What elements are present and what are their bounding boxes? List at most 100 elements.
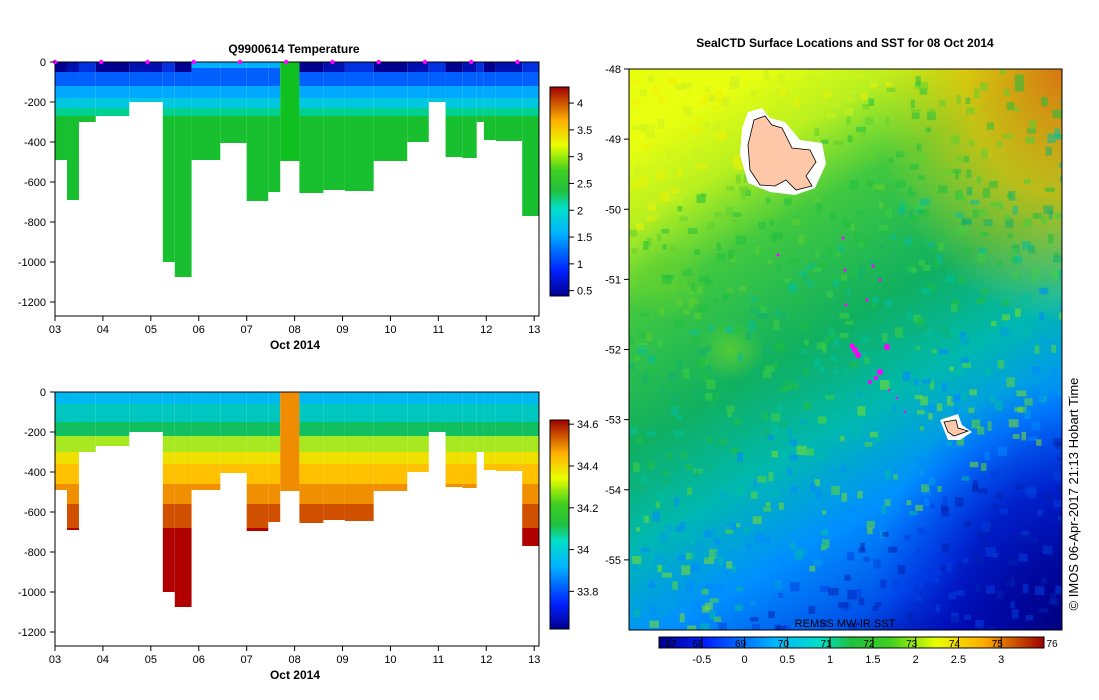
salinity-cell [476, 392, 484, 404]
salinity-cell [95, 404, 130, 422]
salinity-cell [174, 436, 192, 452]
temperature-profile-column [55, 62, 67, 160]
salinity-cell [407, 392, 429, 404]
salinity-cell [174, 392, 192, 404]
temperature-cell [373, 72, 408, 86]
salinity-cell [191, 404, 221, 422]
temperature-xtick-label: 04 [97, 324, 109, 336]
temperature-cell [476, 108, 484, 116]
temperature-cb-label: 1.5 [577, 232, 592, 244]
salinity-cell [162, 504, 175, 528]
temperature-cell [323, 98, 345, 108]
sst-map-ytick-label: -48 [605, 64, 621, 76]
salinity-profile-column [66, 392, 79, 530]
salinity-cell [78, 392, 96, 404]
temperature-cell [344, 116, 374, 191]
salinity-cell [66, 422, 79, 436]
salinity-cell [495, 392, 523, 404]
salinity-profile-column [428, 392, 446, 432]
salinity-profile-column [299, 392, 324, 523]
temperature-cell [162, 72, 175, 86]
temperature-cell [268, 86, 281, 98]
temperature-cell [174, 108, 192, 116]
salinity-cell [476, 422, 484, 436]
salinity-cell [462, 436, 477, 452]
temperature-cell [78, 98, 96, 108]
temperature-cell [428, 86, 446, 98]
salinity-cell [407, 422, 429, 436]
salinity-cell [373, 436, 408, 452]
salinity-profile-column [162, 392, 175, 592]
temperature-cell [66, 62, 79, 72]
sst-map-y-ticks: -48 -49 -50 -51 -52 -53 -54 -55 [605, 64, 629, 567]
temperature-cb-label: 3 [577, 152, 583, 164]
salinity-cell [407, 452, 429, 464]
salinity-xtick-label: 11 [433, 654, 444, 666]
salinity-xtick-label: 07 [241, 654, 253, 666]
salinity-cell [344, 422, 374, 436]
temperature-ytick-label: -600 [24, 177, 46, 189]
salinity-cell [522, 422, 539, 436]
temperature-profile-column [191, 62, 221, 160]
salinity-cell [445, 392, 463, 404]
sst-cb-label-c: -0.5 [692, 654, 711, 666]
salinity-cell [445, 436, 463, 452]
salinity-cell [407, 436, 429, 452]
temperature-cell [129, 62, 163, 72]
salinity-cell [268, 452, 281, 464]
salinity-cell [246, 464, 269, 484]
salinity-cell [299, 452, 324, 464]
seal-position [844, 303, 848, 307]
seal-position [874, 376, 878, 380]
sst-cb-label-f: 72 [863, 639, 875, 650]
salinity-xtick-label: 05 [145, 654, 157, 666]
salinity-cell [129, 404, 163, 422]
temperature-profile-column [268, 62, 281, 192]
temperature-surface-markers [52, 59, 520, 65]
temperature-surface-marker [515, 59, 520, 65]
salinity-cell [78, 436, 96, 452]
temperature-cell [445, 98, 463, 108]
temperature-cell [483, 98, 496, 108]
temperature-cell [462, 72, 477, 86]
salinity-cell [373, 464, 408, 484]
salinity-cell [323, 504, 345, 520]
temperature-cell [522, 116, 539, 216]
temperature-cb-label: 0.5 [577, 286, 592, 298]
salinity-xtick-label: 06 [193, 654, 205, 666]
salinity-cell [95, 392, 130, 404]
salinity-cell [495, 464, 523, 471]
temperature-surface-marker [191, 59, 196, 65]
salinity-cell [522, 528, 539, 546]
salinity-cell [483, 422, 496, 436]
salinity-profile-column [129, 392, 163, 432]
salinity-cell [246, 528, 269, 531]
sst-cb-label-c: 1.5 [865, 654, 880, 666]
temperature-cell [268, 98, 281, 108]
salinity-cell [522, 392, 539, 404]
temperature-cell [220, 98, 247, 108]
temperature-cell [66, 98, 79, 108]
temperature-cell [78, 86, 96, 98]
salinity-cell [174, 504, 192, 528]
salinity-cell [191, 464, 221, 484]
salinity-cell [246, 484, 269, 504]
salinity-cell [220, 452, 247, 464]
salinity-profile-column [78, 392, 96, 452]
salinity-cell [191, 484, 221, 490]
sst-cb-label-f: 76 [1046, 639, 1058, 650]
temperature-cell [522, 108, 539, 116]
salinity-cell [220, 404, 247, 422]
salinity-cell [445, 404, 463, 422]
salinity-cell [373, 422, 408, 436]
salinity-profile-column [476, 392, 484, 452]
salinity-cell [246, 404, 269, 422]
salinity-cell [495, 404, 523, 422]
seal-position [878, 278, 882, 282]
temperature-cell [162, 116, 175, 262]
temperature-profile-column [299, 62, 324, 193]
temperature-profile-column [66, 62, 79, 200]
salinity-cell [66, 452, 79, 464]
temperature-cell [174, 116, 192, 277]
salinity-profile-column [495, 392, 523, 471]
